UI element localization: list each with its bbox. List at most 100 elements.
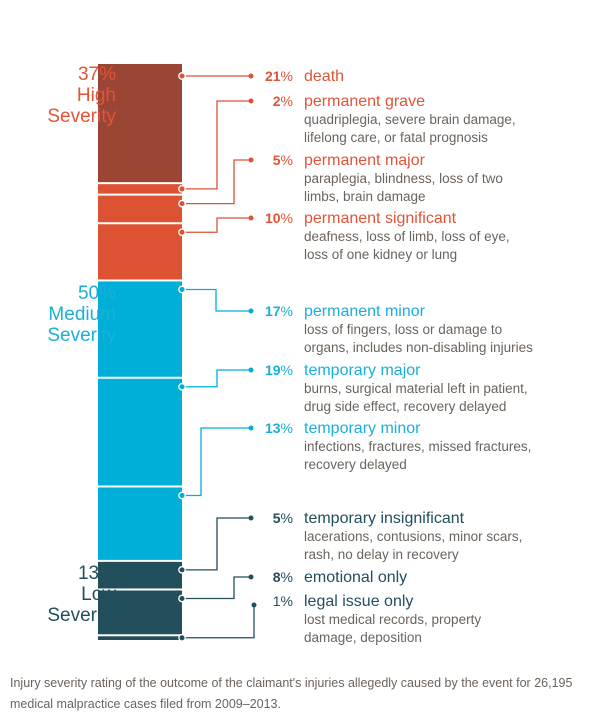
end-dot [248,98,254,104]
category-label: legal issue only [304,593,414,610]
percent-sign: % [280,68,293,84]
percent-value: 2 [272,93,281,109]
description-line: recovery delayed [304,457,407,472]
percent-value: 1 [272,593,281,609]
category-percent: 13% [258,420,293,437]
description-line: loss of one kidney or lung [304,247,458,262]
percent-value: 19 [264,362,281,378]
percent-sign: % [280,93,293,109]
category-percent: 21% [258,68,293,85]
anchor-dot [178,594,186,603]
end-dot [248,515,254,521]
leader-line-permanent-significant [178,215,254,237]
group-label-line1: Low [81,584,116,605]
leader-line-permanent-major [178,157,254,208]
bar-segment-temporary-minor [98,487,182,560]
bar-segment-legal-issue-only [98,636,182,640]
category-percent: 17% [258,303,293,320]
group-label-line1: High [76,85,116,106]
group-label-high: 37% High Severity [47,64,116,127]
leader-line-legal-issue-only [178,602,257,642]
description-line: burns, surgical material left in patient… [304,381,528,396]
description-line: lost medical records, property [304,612,482,627]
bar-segment-temporary-insignificant [98,561,182,589]
group-label-percent: 50% [77,283,116,304]
percent-sign: % [280,152,293,168]
category-label: temporary insignificant [304,510,465,527]
category-label: permanent significant [304,210,457,227]
category-description: lacerations, contusions, minor scars, ras… [304,528,522,564]
category-label: death [304,68,345,85]
category-percent: 10% [258,210,293,227]
end-dot [248,215,254,221]
group-label-percent: 37% [77,64,116,85]
leader-line-temporary-insignificant [178,515,254,574]
description-line: lacerations, contusions, minor scars, [304,529,523,544]
end-dot [248,308,254,314]
category-percent: 5% [258,510,293,527]
category-label: emotional only [304,569,408,586]
percent-value: 8 [272,569,281,585]
category-description: deafness, loss of limb, loss of eye, loss… [304,228,510,264]
category-percent: 8% [258,569,293,586]
category-label: permanent grave [304,93,425,110]
category-description: loss of fingers, loss or damage to organs… [304,321,533,357]
anchor-dot [178,491,186,500]
description-line: limbs, brain damage [304,189,426,204]
anchor-dot [178,199,186,208]
bar-segment-emotional-only [98,590,182,635]
category-percent: 19% [258,362,293,379]
percent-sign: % [280,593,293,609]
category-label: temporary minor [304,420,421,437]
end-dot [248,574,254,580]
group-label-medium: 50% Medium Severity [47,283,116,346]
category-description: paraplegia, blindness, loss of two limbs,… [304,170,503,206]
category-description: burns, surgical material left in patient… [304,380,528,416]
group-label-low: 13% Low Severity [47,563,116,626]
percent-sign: % [280,362,293,378]
description-line: deafness, loss of limb, loss of eye, [304,229,510,244]
percent-value: 17 [264,303,281,319]
percent-value: 5 [272,510,281,526]
anchor-dot [178,566,186,574]
anchor-dot [178,382,186,391]
stacked-severity-bar-chart [98,64,257,642]
percent-sign: % [280,303,293,319]
bar-segment-permanent-grave [98,184,182,194]
category-percent: 2% [258,93,293,110]
bar-segment-temporary-major [98,378,182,486]
leader-line-permanent-minor [178,285,254,314]
percent-sign: % [280,210,293,226]
anchor-dot [178,185,186,193]
leader-line-death [178,72,254,80]
group-label-line2: Severity [47,106,116,127]
bar-segment-death [98,64,182,183]
bar-segment-permanent-minor [98,281,182,377]
category-description: lost medical records, property damage, de… [304,611,481,647]
category-label: permanent major [304,152,425,169]
leader-lines [178,72,257,642]
description-line: infections, fractures, missed fractures, [304,439,532,454]
percent-value: 5 [272,152,281,168]
description-line: quadriplegia, severe brain damage, [304,112,516,127]
category-label: permanent minor [304,303,425,320]
percent-value: 10 [264,210,281,226]
category-label: temporary major [304,362,421,379]
percent-sign: % [280,510,293,526]
leader-line-temporary-major [178,367,254,391]
anchor-dot [178,72,186,80]
anchor-dot [178,228,186,237]
description-line: rash, no delay in recovery [304,547,459,562]
description-line: damage, deposition [304,630,422,645]
end-dot [248,367,254,373]
description-line: loss of fingers, loss or damage to [304,322,503,337]
description-line: drug side effect, recovery delayed [304,399,507,414]
category-description: infections, fractures, missed fractures,… [304,438,531,474]
group-label-line2: Severity [47,325,116,346]
percent-sign: % [280,420,293,436]
leader-line-emotional-only [178,574,254,603]
percent-sign: % [280,569,293,585]
category-description: quadriplegia, severe brain damage, lifelo… [304,111,516,147]
bar-segment-permanent-major [98,195,182,223]
category-percent: 1% [258,593,293,610]
